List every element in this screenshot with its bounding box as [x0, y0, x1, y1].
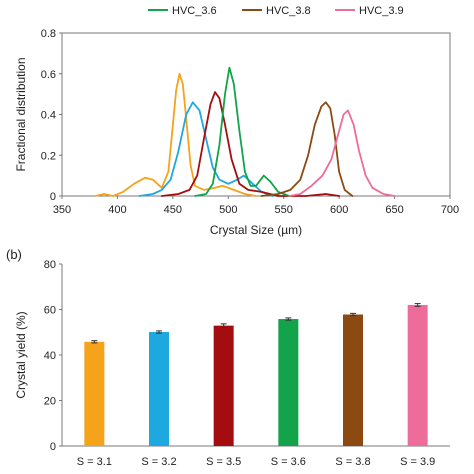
chart-b-y-axis-label: Crystal yield (%) [14, 311, 28, 398]
chart-a-series-line-5 [260, 101, 354, 197]
chart-a-x-tick-label: 450 [164, 204, 182, 216]
chart-b-category-label: S = 3.2 [141, 456, 176, 468]
legend-entry: HVC_3.9 [359, 5, 404, 17]
chart-b-bar [213, 325, 234, 446]
chart-b-category-label: S = 3.1 [77, 456, 112, 468]
chart-b-bar [343, 314, 363, 446]
chart-a-x-tick-label: 350 [53, 204, 71, 216]
chart-b-y-tick-label: 80 [44, 259, 56, 271]
chart-a-axes [61, 32, 451, 197]
chart-a-x-tick-label: 500 [219, 204, 237, 216]
chart-b-error-bar [414, 303, 421, 307]
chart-b-category-label: S = 3.6 [271, 456, 306, 468]
chart-a-series-line-1 [94, 72, 257, 197]
chart-a-series-lines [94, 66, 396, 197]
chart-b-category-label: S = 3.8 [335, 456, 370, 468]
chart-b-bar [278, 319, 299, 446]
chart-a-x-tick-label: 650 [385, 204, 403, 216]
chart-b-bar [149, 332, 169, 446]
chart-b-y-tick-label: 0 [50, 441, 56, 453]
chart-b-error-bar [220, 323, 227, 328]
chart-a-crystal-size-distribution: 350 400 450 500 550 600 650 700 0 0.2 0.4 0.6 0.8 C… [14, 28, 459, 237]
legend-entry: HVC_3.8 [266, 5, 311, 17]
chart-a-y-tick-label: 0.6 [41, 69, 56, 81]
chart-b-category-labels: S = 3.1 S = 3.2 S = 3.5 S = 3.6 S = 3.8 S = 3… [77, 456, 436, 468]
legend: HVC_3.6 HVC_3.8 HVC_3.9 [148, 5, 404, 17]
chart-b-panel-label: (b) [6, 247, 22, 262]
chart-b-category-label: S = 3.5 [206, 456, 241, 468]
chart-b-y-tick-label: 60 [44, 305, 56, 317]
legend-entry: HVC_3.6 [172, 5, 217, 17]
chart-a-x-tick-label: 600 [330, 204, 348, 216]
chart-a-x-tick-label: 700 [441, 204, 459, 216]
chart-a-y-tick-label: 0.8 [41, 28, 56, 40]
chart-a-x-axis-label: Crystal Size (µm) [210, 223, 302, 237]
chart-b-bar [84, 341, 105, 446]
chart-a-series-line-6 [288, 109, 396, 197]
chart-a-x-tick-labels: 350 400 450 500 550 600 650 700 [53, 196, 459, 216]
chart-a-y-tick-label: 0 [50, 191, 56, 203]
chart-b-bar [407, 304, 428, 446]
chart-a-x-tick-label: 550 [275, 204, 293, 216]
chart-a-series-line-2 [138, 101, 274, 197]
chart-b-category-label: S = 3.9 [400, 456, 435, 468]
chart-b-y-tick-labels: 0 20 40 60 80 [44, 259, 62, 453]
chart-a-y-tick-label: 0.2 [41, 150, 56, 162]
chart-b-bars [84, 303, 428, 446]
chart-a-plot-frame [61, 32, 451, 197]
chart-a-y-axis-label: Fractional distribution [14, 57, 28, 171]
chart-a-series-line-4 [194, 66, 291, 197]
chart-a-x-tick-label: 400 [108, 204, 126, 216]
chart-a-y-tick-label: 0.4 [41, 110, 56, 122]
chart-a-y-tick-labels: 0 0.2 0.4 0.6 0.8 [41, 28, 62, 203]
chart-b-error-bar [91, 340, 98, 344]
chart-b-error-bar [285, 317, 292, 321]
chart-b-error-bar [350, 312, 356, 317]
chart-b-y-tick-label: 20 [44, 396, 56, 408]
chart-b-y-tick-label: 40 [44, 350, 56, 362]
chart-b-error-bar [156, 330, 162, 334]
chart-b-axes [61, 264, 450, 447]
